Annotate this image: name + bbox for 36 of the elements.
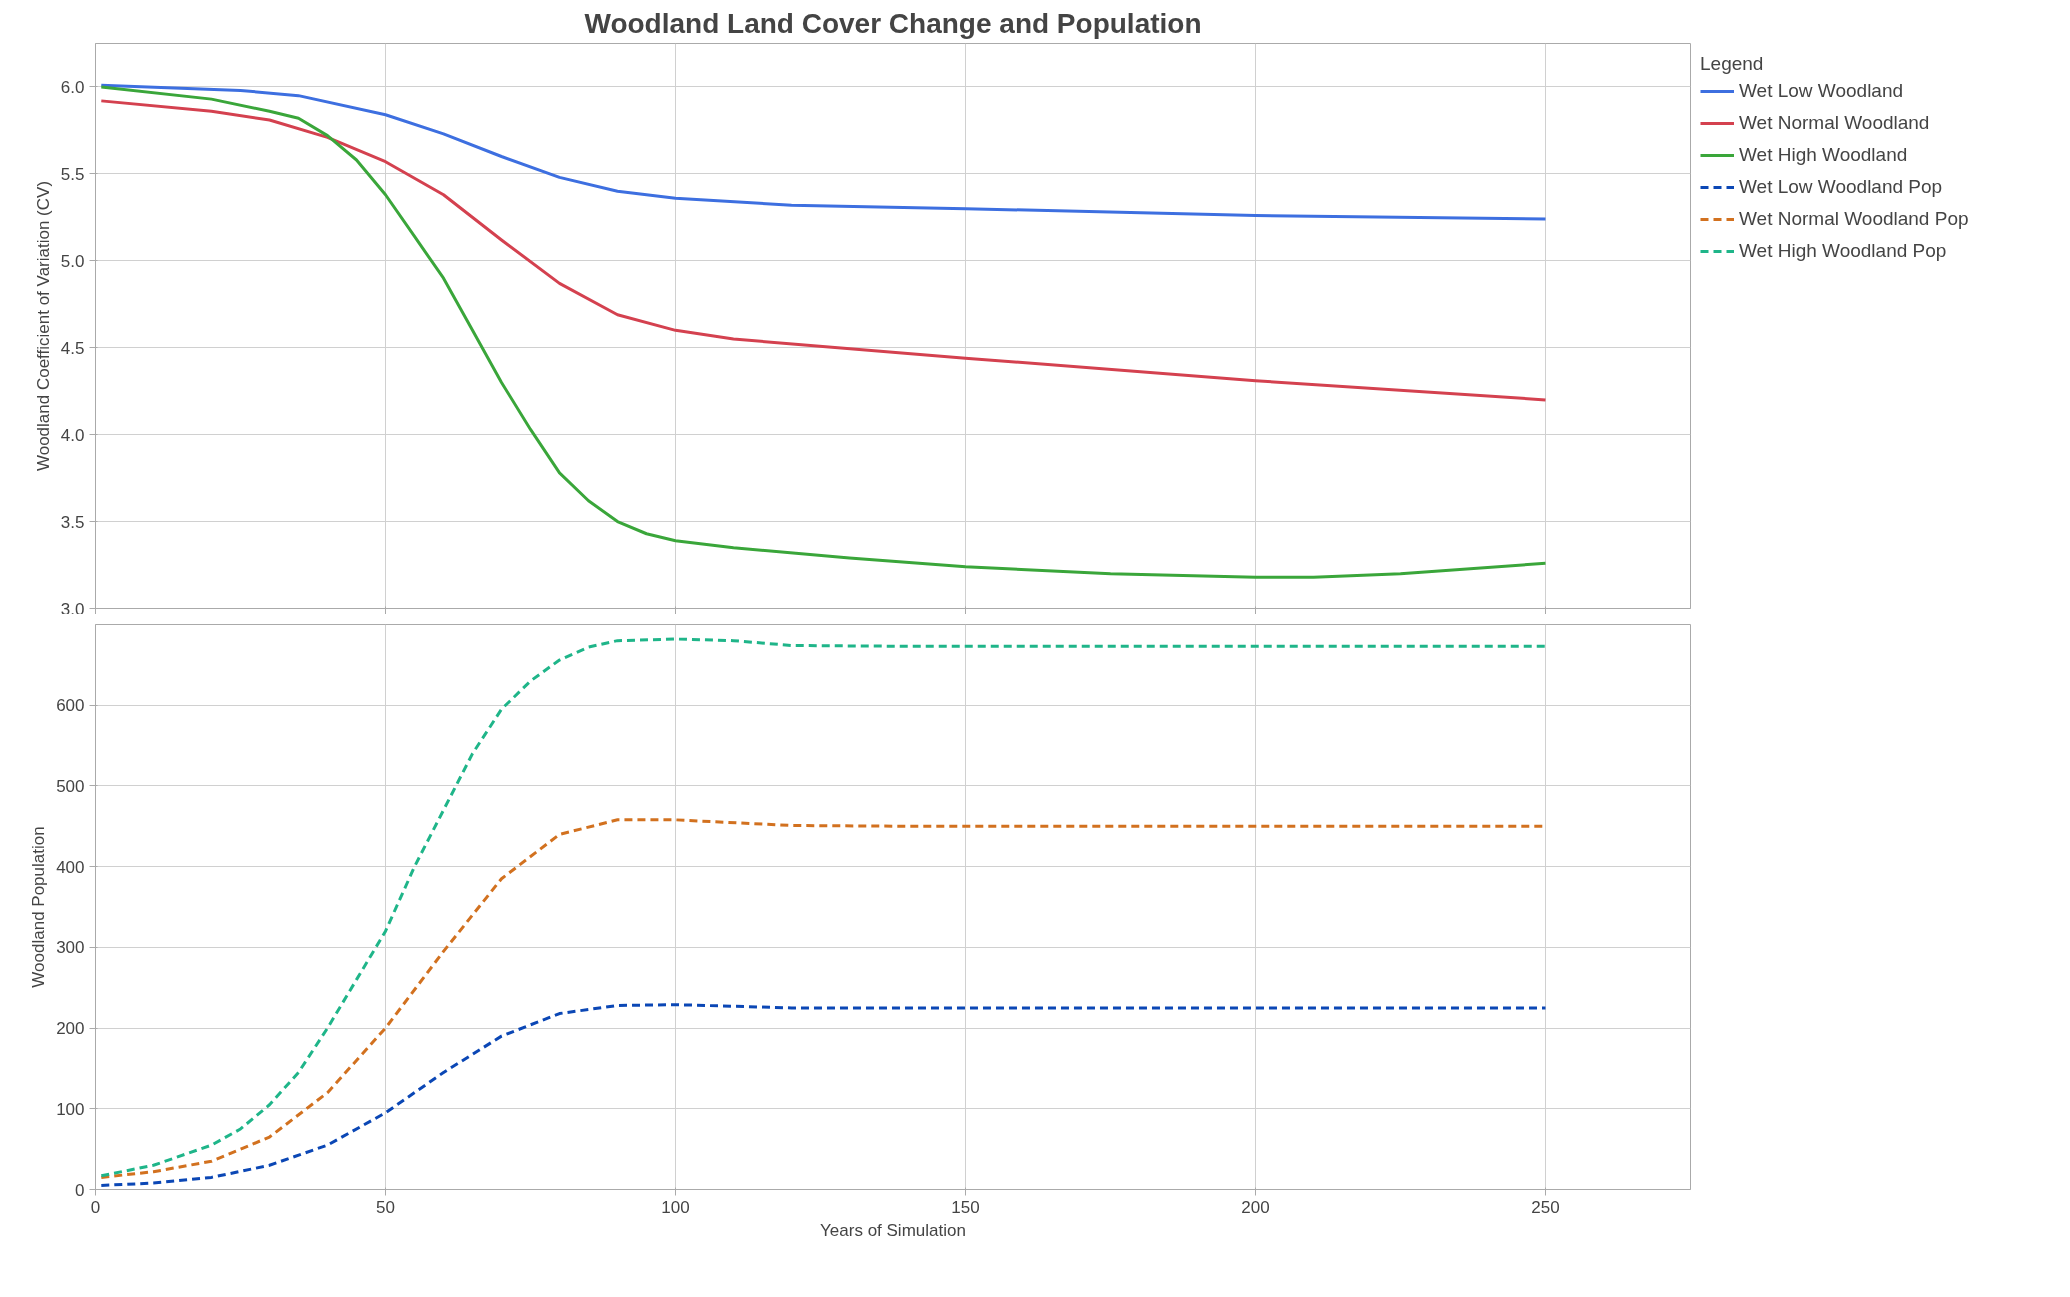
y-tick-label: 0 (75, 1180, 85, 1200)
line-series (99, 83, 1547, 221)
line-series (99, 1003, 1547, 1187)
y-axis-title: Woodland Population (29, 826, 49, 988)
line-series (99, 637, 1547, 1178)
x-tick-label: 50 (376, 1197, 395, 1217)
y-tick-label: 300 (56, 938, 85, 958)
y-tick-label: 5.0 (60, 251, 85, 271)
legend-title: Legend (1700, 53, 1765, 75)
legend-label: Wet Normal Woodland Pop (1739, 208, 1969, 230)
y-tick-label: 400 (56, 857, 85, 877)
y-tick-label: 5.5 (60, 164, 85, 184)
x-tick-label: 250 (1531, 1197, 1560, 1217)
x-tick-label: 200 (1241, 1197, 1270, 1217)
y-tick-label: 3.5 (60, 512, 85, 532)
y-tick-label: 3.0 (60, 599, 85, 619)
y-tick-label: 4.0 (60, 425, 85, 445)
line-series (99, 85, 1547, 579)
legend-label: Wet High Woodland (1739, 144, 1908, 166)
y-tick-label: 500 (56, 776, 85, 796)
chart-title: Woodland Land Cover Change and Population (584, 7, 1202, 39)
legend-label: Wet Low Woodland (1739, 80, 1904, 102)
legend-label: Wet Low Woodland Pop (1739, 176, 1943, 198)
y-tick-label: 6.0 (60, 77, 85, 97)
line-series (99, 99, 1547, 402)
x-tick-label: 150 (951, 1197, 980, 1217)
y-axis-title: Woodland Coefficient of Variation (CV) (33, 180, 53, 472)
x-tick-label: 0 (90, 1197, 101, 1217)
y-tick-label: 4.5 (60, 338, 85, 358)
legend-label: Wet Normal Woodland (1739, 112, 1930, 134)
y-tick-label: 600 (56, 696, 85, 716)
y-tick-label: 200 (56, 1019, 85, 1039)
legend-label: Wet High Woodland Pop (1739, 240, 1947, 262)
x-tick-label: 100 (661, 1197, 690, 1217)
y-tick-label: 100 (56, 1099, 85, 1119)
x-axis-title: Years of Simulation (820, 1220, 966, 1240)
